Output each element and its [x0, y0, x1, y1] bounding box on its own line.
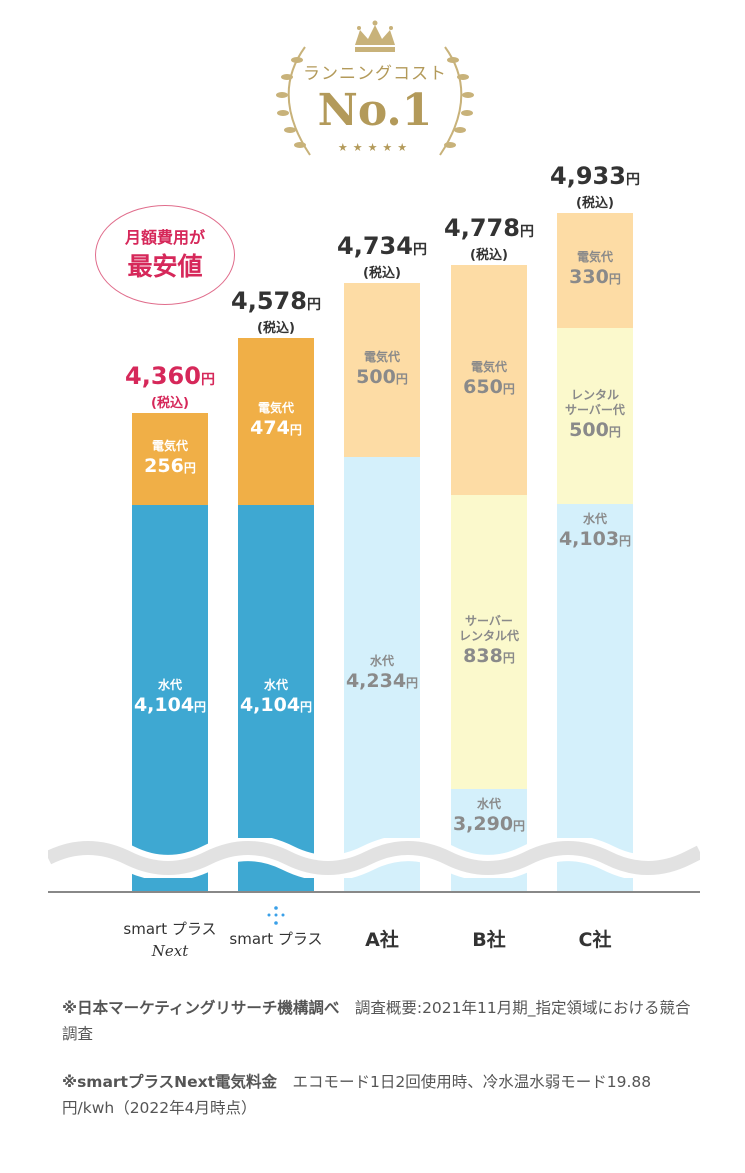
- x-axis-line: [48, 891, 700, 893]
- bar-total-label: 4,734円 (税込): [329, 231, 435, 283]
- segment-label: 電気代: [363, 349, 400, 364]
- bar-total-label: 4,578円 (税込): [223, 286, 329, 338]
- bar-total-label: 4,778円 (税込): [436, 213, 542, 265]
- total-value: 4,360円: [125, 362, 215, 390]
- total-value: 4,778円: [444, 214, 534, 242]
- x-label-a: A社: [365, 929, 399, 951]
- badge-subtitle: ランニングコスト: [303, 64, 447, 84]
- running-cost-no1-badge: ランニングコスト No.1 ★★★★★: [265, 15, 485, 160]
- segment-label: 水代: [582, 512, 607, 526]
- total-value: 4,578円: [231, 287, 321, 315]
- footnote-1: ※日本マーケティングリサーチ機構調べ 調査概要:2021年11月期_指定領域にお…: [62, 995, 702, 1047]
- segment-label: 水代: [476, 797, 501, 811]
- bar-5: 水代 4,103円 レンタル サーバー代 500円 電気代 330円: [557, 0, 633, 892]
- bar-total-label: 4,933円 (税込): [542, 161, 648, 213]
- tax-note: (税込): [576, 196, 614, 211]
- bar-3: 水代 4,234円 電気代 500円: [344, 0, 420, 892]
- callout-line1: 月額費用が: [124, 228, 205, 247]
- segment-value: 330円: [569, 266, 621, 288]
- segment-label: 水代: [369, 654, 394, 668]
- segment-value: 4,104円: [133, 694, 207, 716]
- total-value: 4,734円: [337, 232, 427, 260]
- x-label-b: B社: [472, 929, 506, 951]
- tax-note: (税込): [151, 396, 189, 411]
- tax-note: (税込): [470, 248, 508, 263]
- total-value: 4,933円: [550, 162, 640, 190]
- x-label-text: smart プラス: [123, 920, 217, 938]
- axis-break-wave: [48, 838, 700, 878]
- bar-2: 水代 4,104円 電気代 474円: [238, 0, 314, 892]
- bar-segment-electricity: 電気代 650円: [451, 265, 527, 495]
- badge-stars: ★★★★★: [337, 141, 413, 154]
- footnote-2: ※smartプラスNext電気料金 エコモード1日2回使用時、冷水温水弱モード1…: [62, 1069, 702, 1121]
- segment-value: 500円: [356, 365, 408, 388]
- bar-segment-water: 水代 4,234円: [344, 457, 420, 892]
- x-label-c: C社: [578, 929, 612, 951]
- bar-segment-water: 水代 4,104円: [238, 505, 314, 892]
- segment-label: 水代: [157, 678, 182, 692]
- bar-total-label: 4,360円 (税込): [117, 361, 223, 413]
- tax-note: (税込): [363, 266, 401, 281]
- segment-value: 500円: [569, 419, 621, 441]
- segment-label: 電気代: [576, 250, 613, 264]
- footnote-2-text: エコモード1日2回使用時、冷水温水弱モード19.88円/kwh（2022年4月時…: [62, 1073, 652, 1117]
- bar-4: 水代 3,290円 サーバー レンタル代 838円 電気代 650円: [451, 0, 527, 892]
- x-label-smart-plus: smart プラス: [223, 905, 329, 949]
- bar-segment-electricity: 電気代 256円: [132, 413, 208, 505]
- segment-label: 電気代: [151, 438, 188, 453]
- segment-label: 電気代: [470, 359, 507, 374]
- segment-value: 4,104円: [239, 694, 313, 716]
- laurel-crown-icon: [276, 20, 474, 156]
- segment-value: 838円: [463, 645, 515, 667]
- x-label-smart-plus-next: smart プラス Next: [117, 918, 223, 962]
- bar-segment-rental: レンタル サーバー代 500円: [557, 328, 633, 504]
- smart-plus-logo-icon: [267, 906, 285, 925]
- footnote-2-title: ※smartプラスNext電気料金: [62, 1073, 278, 1091]
- bar-segment-water: 水代 4,104円: [132, 505, 208, 892]
- segment-value: 4,103円: [558, 528, 632, 550]
- x-label-text: Next: [151, 942, 189, 960]
- tax-note: (税込): [257, 321, 295, 336]
- bar-1: 水代 4,104円 電気代 256円: [132, 0, 208, 892]
- footnotes: ※日本マーケティングリサーチ機構調べ 調査概要:2021年11月期_指定領域にお…: [62, 995, 702, 1143]
- bar-segment-electricity: 電気代 474円: [238, 338, 314, 505]
- callout-line2: 最安値: [127, 252, 203, 281]
- bar-segment-electricity: 電気代 330円: [557, 213, 633, 328]
- footnote-1-text: 調査概要:2021年11月期_指定領域における競合調査: [62, 999, 691, 1043]
- x-label-text: smart プラス: [229, 930, 323, 948]
- footnote-1-title: ※日本マーケティングリサーチ機構調べ: [62, 999, 340, 1017]
- segment-value: 4,234円: [345, 670, 419, 692]
- segment-value: 256円: [144, 454, 196, 477]
- segment-label: 電気代: [257, 401, 294, 415]
- bar-segment-rental: サーバー レンタル代 838円: [451, 495, 527, 789]
- bar-segment-electricity: 電気代 500円: [344, 283, 420, 457]
- segment-value: 3,290円: [452, 813, 526, 835]
- segment-value: 650円: [463, 375, 515, 398]
- segment-value: 474円: [250, 417, 302, 439]
- segment-label: レンタル サーバー代: [565, 388, 625, 417]
- bar-segment-water: 水代 4,103円: [557, 504, 633, 892]
- segment-label: 水代: [263, 678, 288, 692]
- badge-title: No.1: [317, 85, 433, 136]
- segment-label: サーバー レンタル代: [458, 614, 519, 643]
- lowest-price-callout: 月額費用が 最安値: [95, 205, 235, 305]
